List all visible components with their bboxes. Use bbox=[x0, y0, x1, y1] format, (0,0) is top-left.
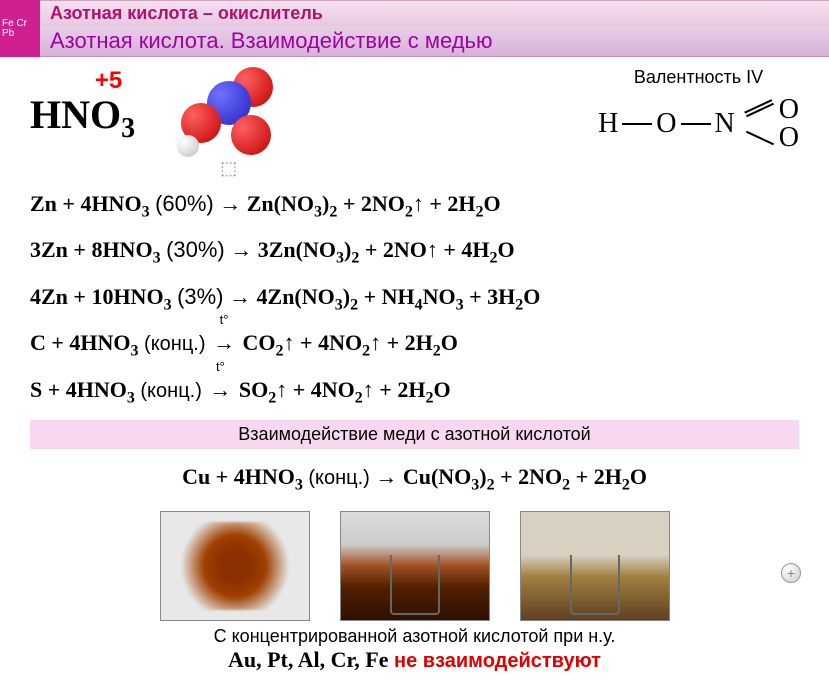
equation: Zn + 4HNO3 (60%) → Zn(NO3)2 + 2NO2↑ + 2H… bbox=[30, 182, 799, 228]
bond-icon bbox=[681, 123, 711, 125]
formula-row: +5 HNO3 ⬚ Валентность IV H O N O O bbox=[30, 67, 799, 167]
photo-copper-wire[interactable] bbox=[160, 511, 310, 621]
oxygen-atom-icon bbox=[231, 115, 271, 155]
hydrogen-atom-icon bbox=[177, 135, 199, 157]
section-band: Взаимодействие меди с азотной кислотой bbox=[30, 420, 799, 449]
photo-row: + bbox=[30, 511, 799, 621]
header-title: Азотная кислота – окислитель bbox=[40, 0, 829, 26]
valence-block: Валентность IV H O N O O bbox=[598, 67, 799, 152]
atom-o: O bbox=[656, 108, 676, 140]
icon-text: Fe Cr Pb bbox=[2, 19, 38, 39]
atom-o: O bbox=[779, 122, 799, 154]
atom-h: H bbox=[598, 108, 618, 140]
no-group: O O bbox=[741, 96, 799, 152]
structural-formula: H O N O O bbox=[598, 96, 799, 152]
no-react-text: не взаимодействуют bbox=[394, 650, 601, 672]
header-text-block: Азотная кислота – окислитель Азотная кис… bbox=[40, 0, 829, 57]
photo-reaction-dark[interactable] bbox=[340, 511, 490, 621]
valence-label: Валентность IV bbox=[634, 67, 763, 88]
bond-icon bbox=[622, 123, 652, 125]
footer-line: С концентрированной азотной кислотой при… bbox=[30, 626, 799, 647]
equation: 3Zn + 8HNO3 (30%) → 3Zn(NO3)2 + 2NO↑ + 4… bbox=[30, 228, 799, 274]
double-bond-icon bbox=[746, 103, 774, 117]
atom-n: N bbox=[715, 108, 735, 140]
equation: S + 4HNO3 (конц.) → SO2↑ + 4NO2↑ + 2H2O bbox=[30, 368, 799, 414]
main-formula: HNO3 bbox=[30, 91, 135, 145]
equations-list: Zn + 4HNO3 (60%) → Zn(NO3)2 + 2NO2↑ + 2H… bbox=[30, 182, 799, 414]
header-subtitle: Азотная кислота. Взаимодействие с медью bbox=[40, 26, 829, 57]
slide-content: +5 HNO3 ⬚ Валентность IV H O N O O bbox=[0, 57, 829, 683]
metals-line: Au, Pt, Al, Cr, Fe не взаимодействуют bbox=[30, 647, 799, 673]
cu-equation: Cu + 4HNO3 (конц.) → Cu(NO3)2 + 2NO2 + 2… bbox=[30, 455, 799, 501]
add-icon[interactable]: + bbox=[781, 563, 801, 583]
periodic-icon: Fe Cr Pb bbox=[0, 0, 40, 57]
bond-icon bbox=[746, 131, 774, 145]
slide-header: Fe Cr Pb Азотная кислота – окислитель Аз… bbox=[0, 0, 829, 57]
equation: 4Zn + 10HNO3 (3%) → 4Zn(NO3)2 + NH4NO3 +… bbox=[30, 275, 799, 321]
main-formula-block: +5 HNO3 bbox=[30, 67, 135, 145]
rotate-3d-icon[interactable]: ⬚ bbox=[220, 158, 237, 179]
equation: C + 4HNO3 (конц.) → CO2↑ + 4NO2↑ + 2H2O bbox=[30, 321, 799, 367]
molecule-3d[interactable]: ⬚ bbox=[175, 67, 285, 167]
photo-reaction-brown[interactable] bbox=[520, 511, 670, 621]
